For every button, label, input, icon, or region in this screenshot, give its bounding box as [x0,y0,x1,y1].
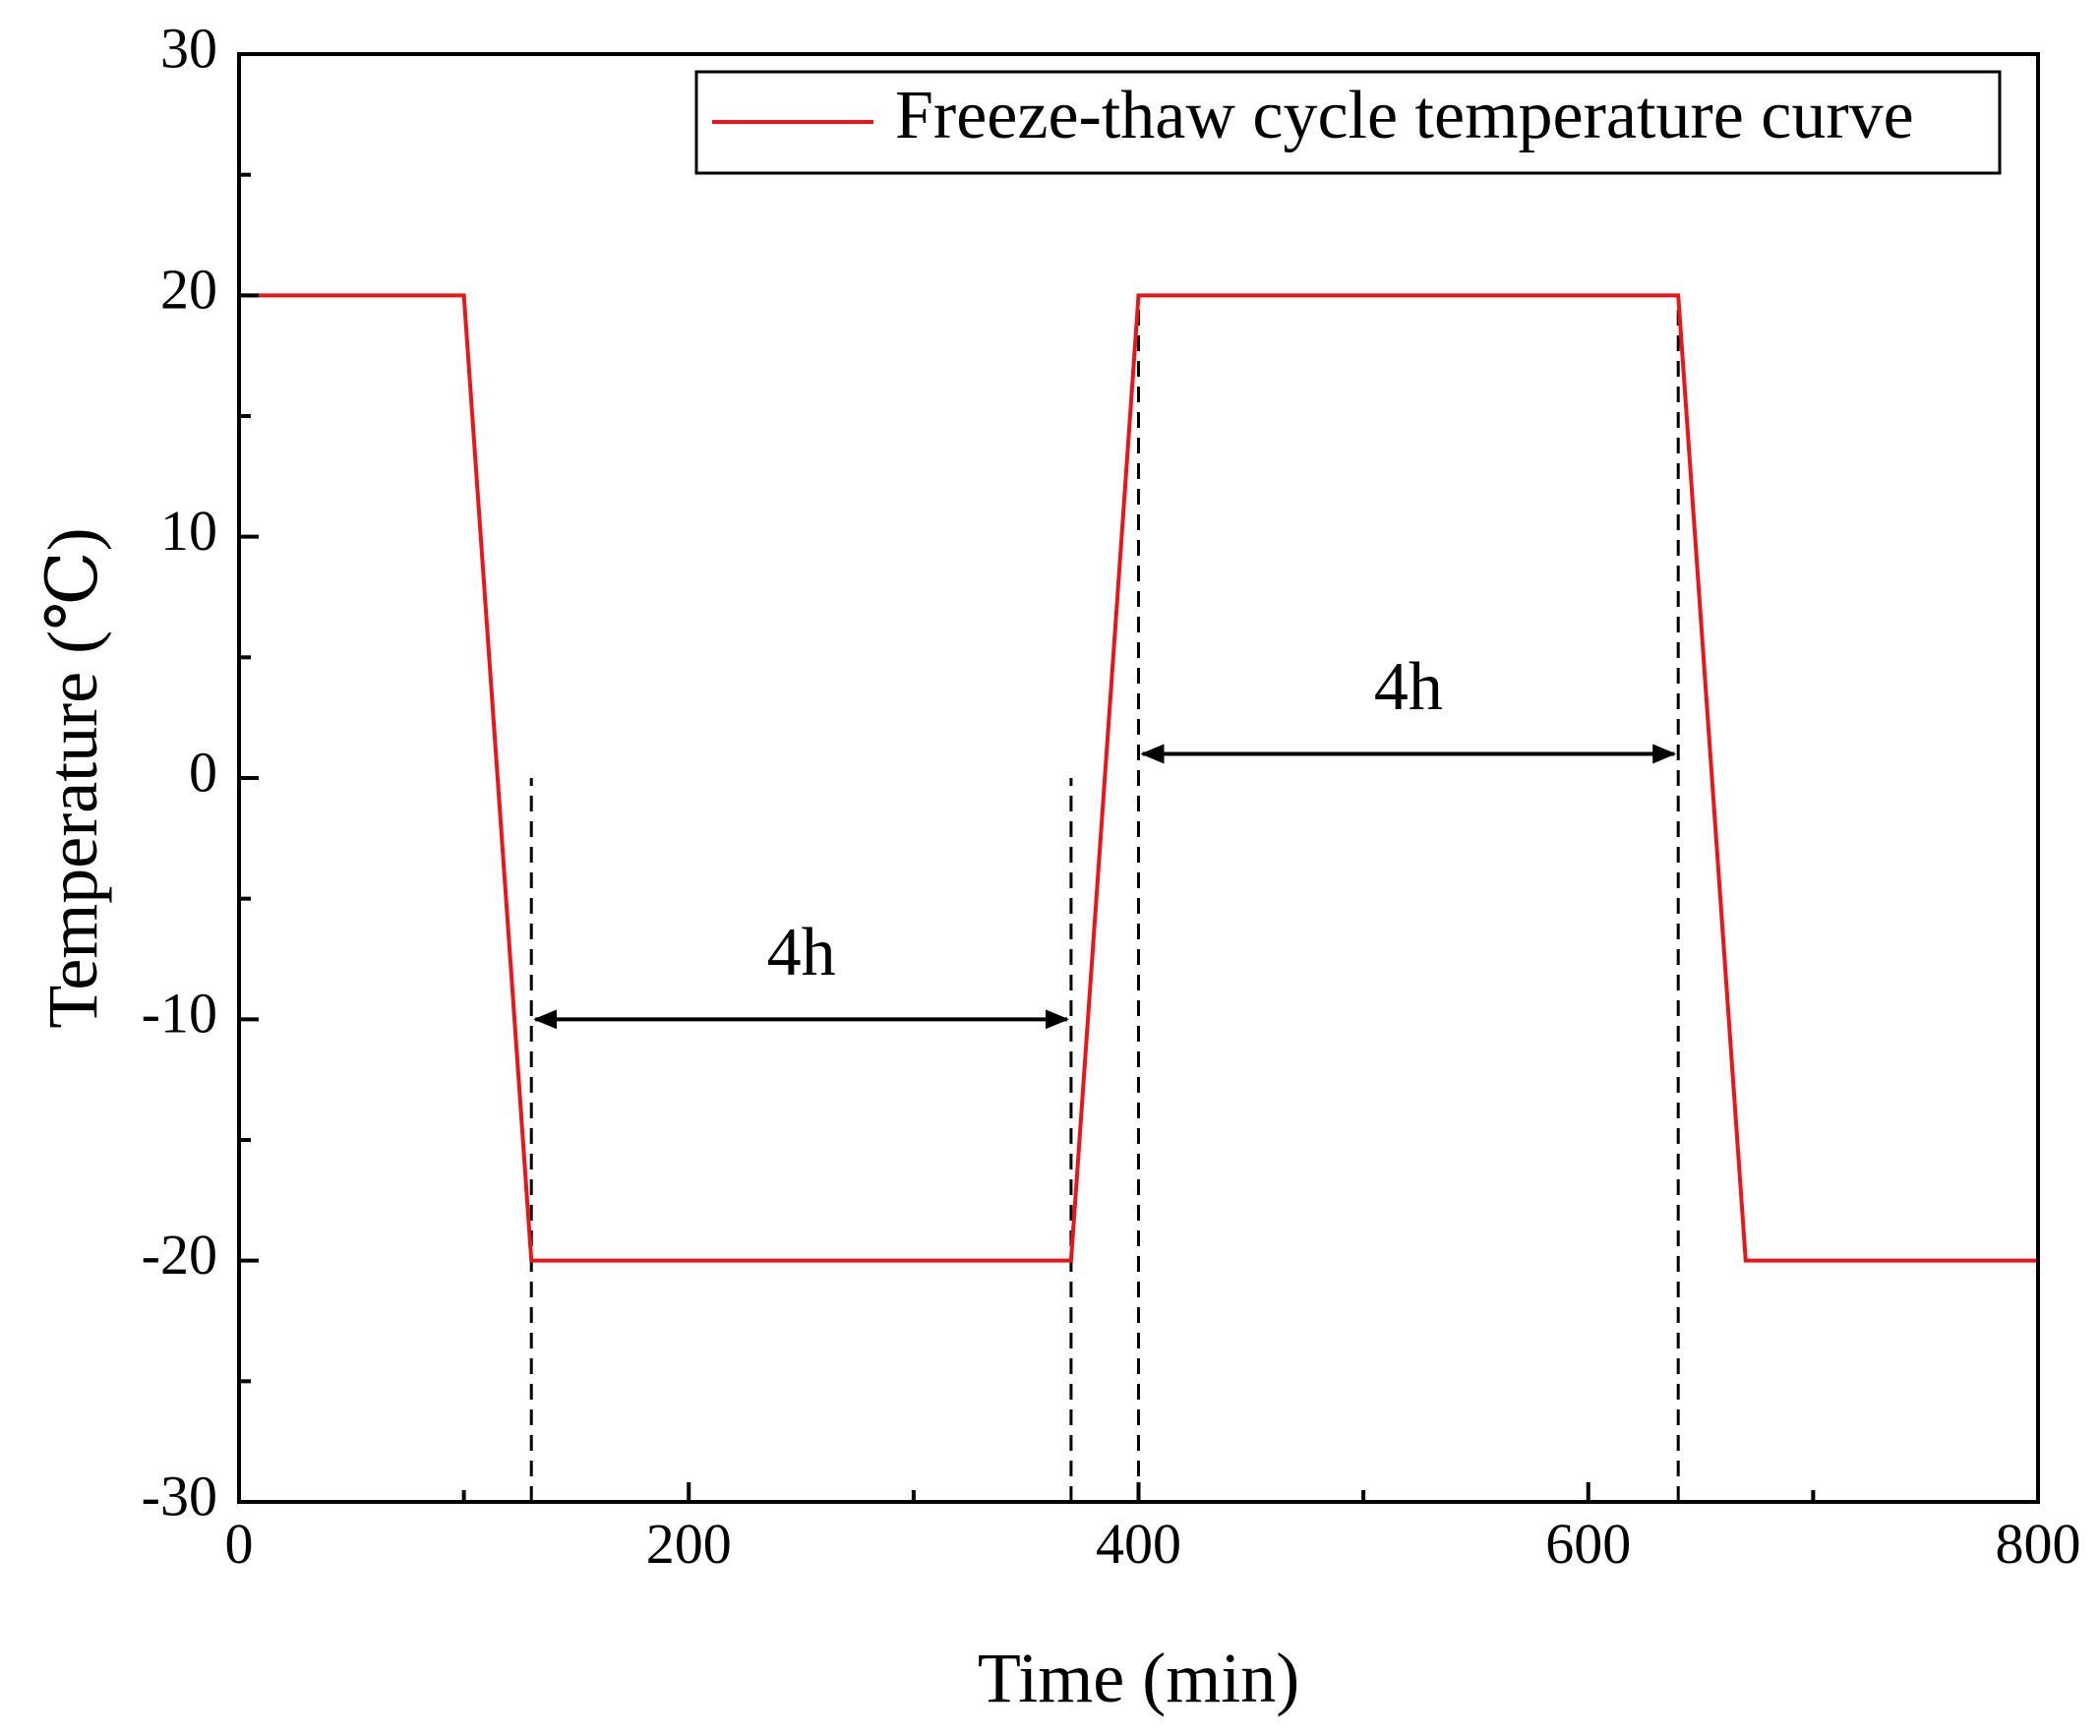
y-tick-label: 0 [189,740,217,804]
ticks-layer [237,52,2040,1504]
y-tick-label: -20 [142,1223,217,1287]
duration-label-1: 4h [767,915,836,990]
series-layer [239,293,2038,1263]
duration-label-2: 4h [1374,649,1443,725]
x-tick-label: 600 [1545,1512,1631,1576]
x-tick-label: 0 [225,1512,254,1576]
legend: Freeze-thaw cycle temperature curve [694,70,2002,175]
x-tick-label: 400 [1096,1512,1181,1576]
labels-layer: 0 200 400 600 800 -30 -20 -10 0 10 20 30 Time (min) T… [33,16,2081,1717]
y-tick-label: 30 [160,16,217,80]
series-line-1 [239,293,2038,1263]
x-tick-label: 800 [1996,1512,2081,1576]
y-tick-label: -30 [142,1464,217,1527]
legend-label: Freeze-thaw cycle temperature curve [895,78,1914,153]
x-axis-title: Time (min) [978,1639,1299,1717]
x-tick-label: 200 [646,1512,732,1576]
legend-box [694,70,2002,175]
y-tick-label: -10 [142,982,217,1046]
y-axis-title: Temperature (℃) [33,527,112,1028]
y-tick-label: 20 [160,258,217,322]
annotations-layer: 4h 4h [529,295,1680,1502]
y-tick-label: 10 [160,499,217,563]
